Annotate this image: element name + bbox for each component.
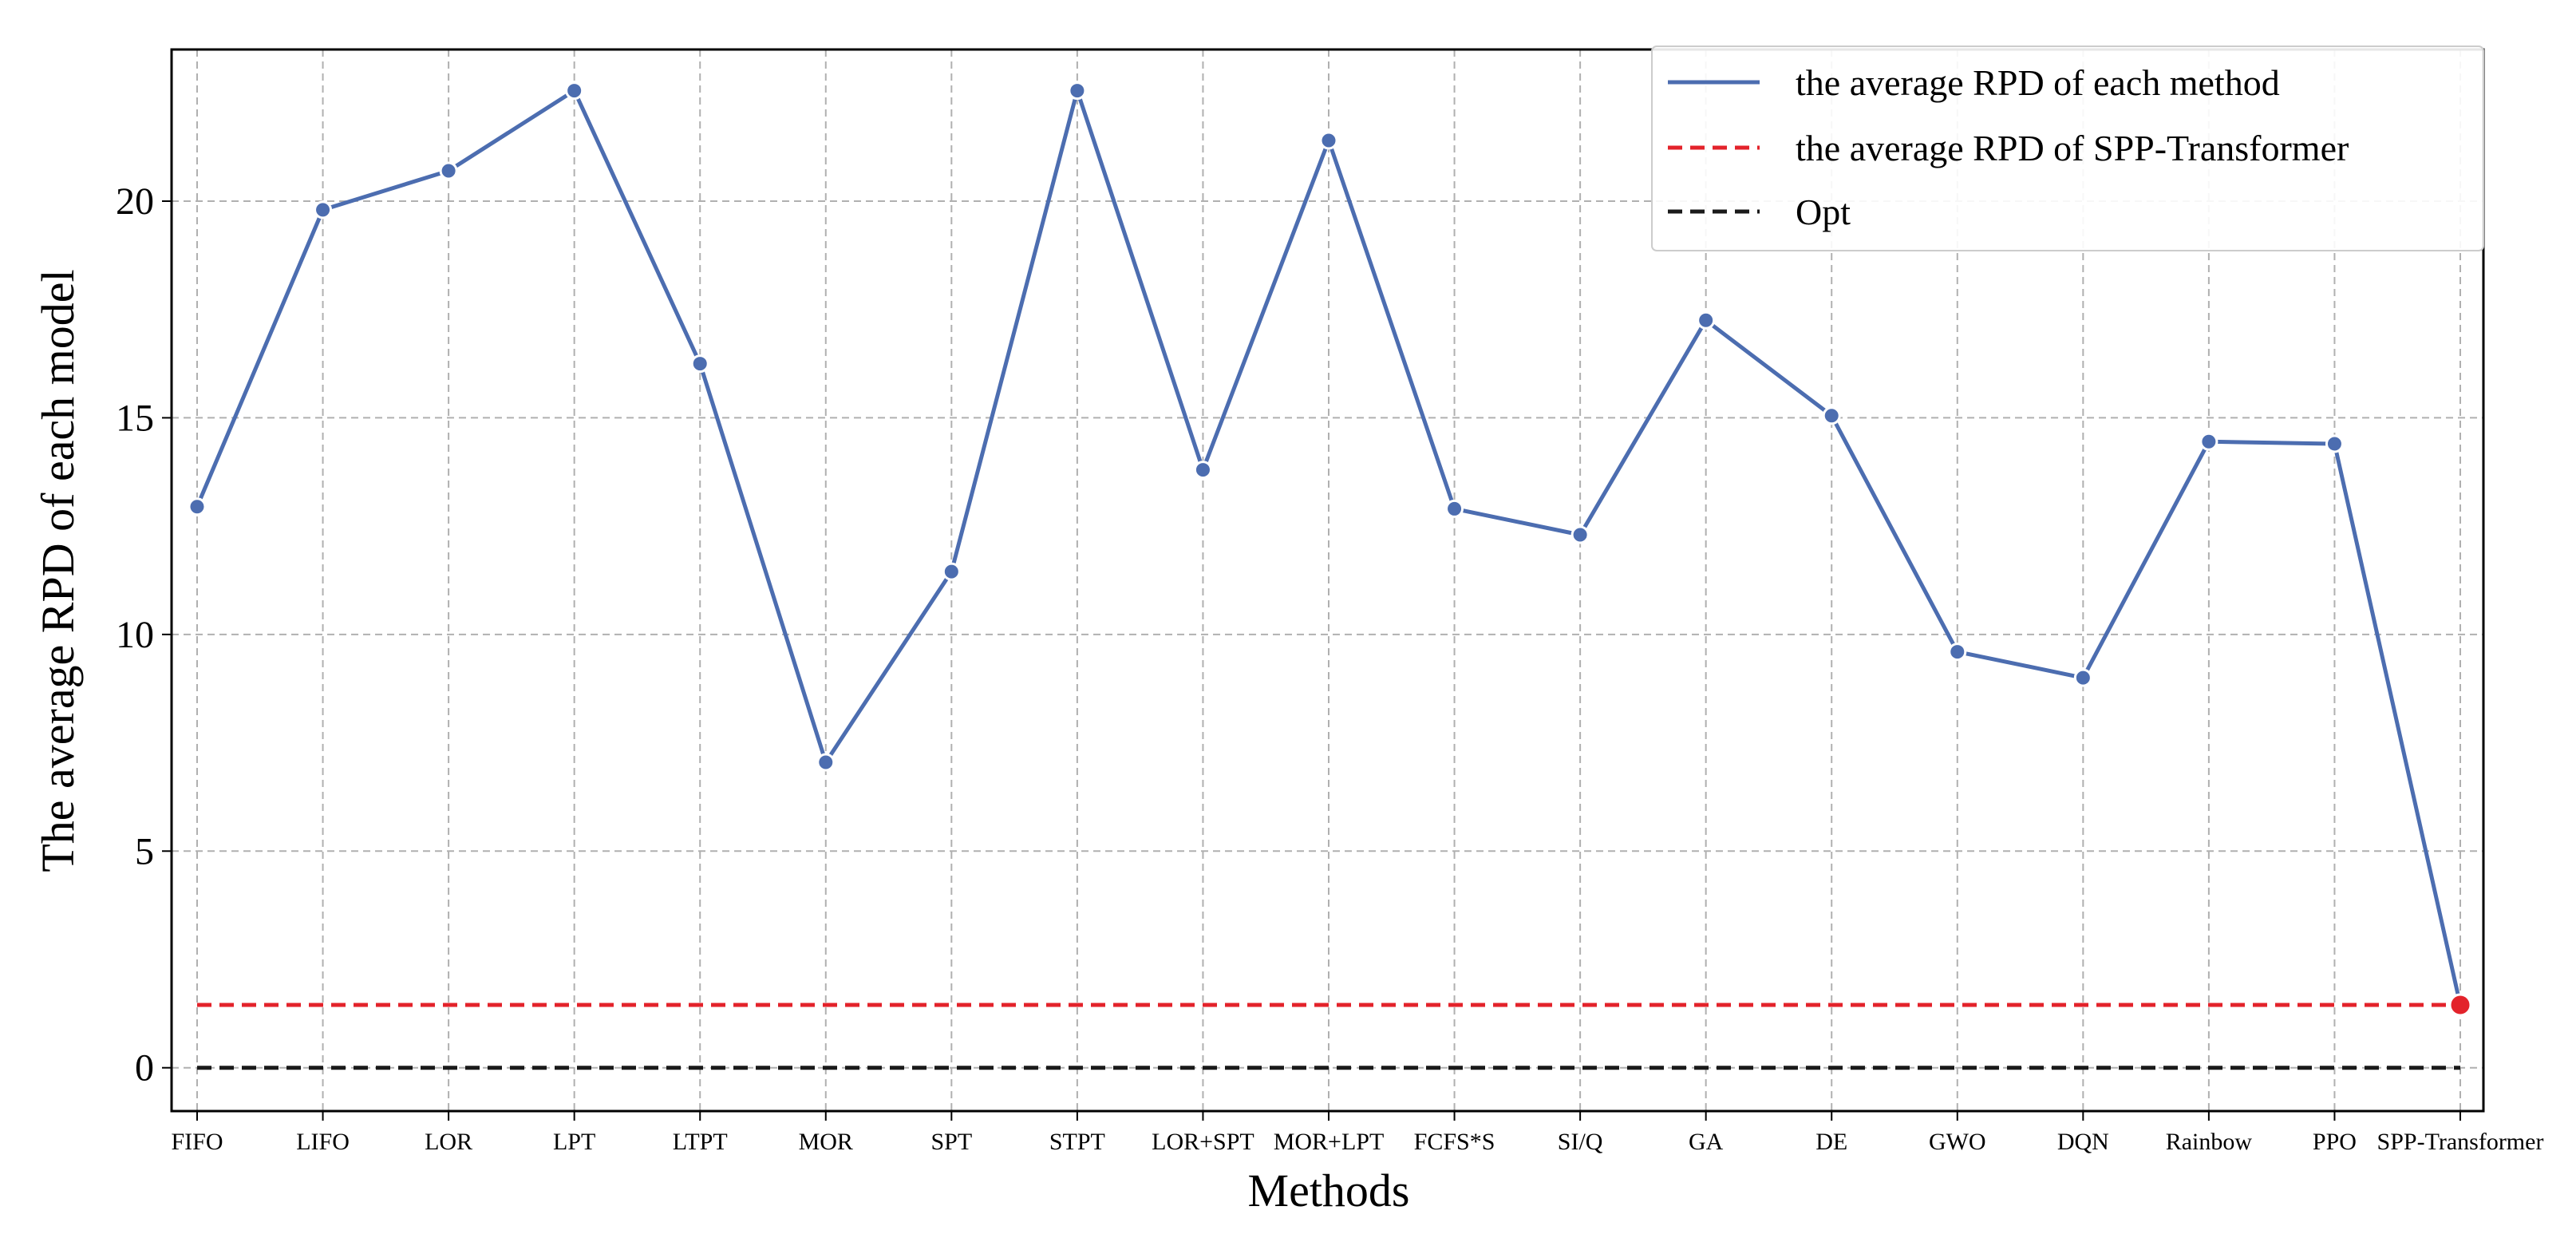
legend-box [1651, 45, 2484, 251]
x-axis-title: Methods [1248, 1165, 1410, 1216]
data-point [1948, 643, 1967, 662]
data-point [1570, 525, 1590, 544]
y-tick-label: 10 [116, 614, 154, 656]
x-tick-label: PPO [2313, 1129, 2357, 1155]
x-tick-label: SI/Q [1558, 1129, 1603, 1155]
plot-frame [162, 48, 2485, 1121]
data-point [2199, 432, 2218, 451]
data-point [1697, 310, 1716, 330]
y-axis-title: The average RPD of each model [32, 269, 84, 872]
x-tick-label: DQN [2057, 1129, 2109, 1155]
y-tick-label: 0 [135, 1047, 154, 1090]
data-point [1319, 131, 1338, 150]
highlight-point [2448, 993, 2472, 1017]
data-point [565, 81, 584, 101]
data-point [1822, 406, 1841, 425]
x-tick-label: FIFO [171, 1129, 223, 1155]
legend-label-spp-transformer: the average RPD of SPP-Transformer [1796, 128, 2349, 168]
x-tick-labels: FIFO LIFO LOR LPT LTPT MOR SPT STPT LOR+SPT MOR+L… [171, 1129, 2543, 1155]
legend-label-method: the average RPD of each method [1796, 62, 2280, 103]
x-tick-label: GWO [1929, 1129, 1986, 1155]
legend: the average RPD of each method the avera… [1651, 45, 2484, 251]
plot-border [170, 48, 2485, 1113]
data-point [942, 562, 961, 581]
data-point [816, 753, 836, 772]
data-point [690, 354, 709, 374]
data-point [1193, 461, 1212, 480]
x-tick-label: MOR+LPT [1274, 1129, 1385, 1155]
x-tick-label: DE [1815, 1129, 1847, 1155]
x-tick-label: LPT [553, 1129, 595, 1155]
x-tick-label: FCFS*S [1414, 1129, 1495, 1155]
y-tick-label: 5 [135, 830, 154, 872]
reference-lines [197, 1003, 2460, 1070]
data-point [439, 161, 458, 180]
x-tick-label: LIFO [296, 1129, 350, 1155]
y-tick-labels: 0 5 10 15 20 [116, 180, 154, 1090]
x-tick-label: GA [1689, 1129, 1724, 1155]
series-layer [188, 81, 2472, 1017]
x-tick-label: LOR [425, 1129, 472, 1155]
data-point [1068, 81, 1087, 101]
y-tick-label: 20 [116, 180, 154, 223]
x-tick-label: STPT [1049, 1129, 1105, 1155]
y-tick-label: 15 [116, 397, 154, 439]
x-tick-label: SPT [930, 1129, 972, 1155]
x-tick-label: Rainbow [2166, 1129, 2253, 1155]
data-point [188, 497, 207, 516]
data-point [2325, 434, 2344, 453]
x-tick-label: SPP-Transformer [2377, 1129, 2544, 1155]
data-point [2073, 668, 2092, 687]
x-tick-label: LOR+SPT [1152, 1129, 1254, 1155]
data-point [314, 200, 333, 220]
data-point [1445, 499, 1464, 518]
x-tick-label: LTPT [673, 1129, 728, 1155]
legend-label-opt: Opt [1796, 192, 1851, 232]
x-tick-label: MOR [799, 1129, 853, 1155]
